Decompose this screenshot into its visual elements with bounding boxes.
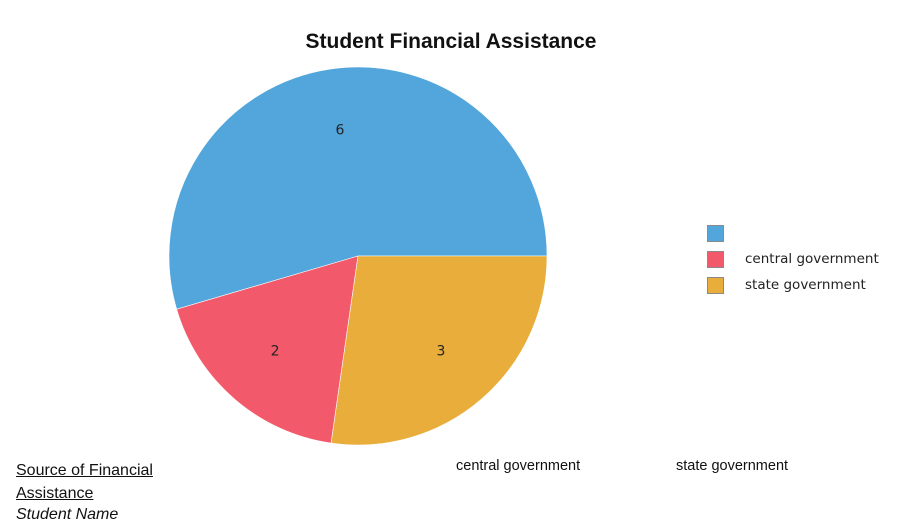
legend-swatch xyxy=(707,250,724,268)
legend-item: state government xyxy=(707,272,879,298)
slice-value-label: 6 xyxy=(336,123,345,139)
column-header-central: central government xyxy=(456,458,581,474)
pie-slice xyxy=(330,255,548,446)
slice-value-label: 3 xyxy=(436,344,445,360)
slice-value-label: 2 xyxy=(271,344,280,360)
pie-slice xyxy=(168,66,548,310)
student-name-label: Student Name xyxy=(16,506,119,523)
legend-swatch xyxy=(707,224,724,242)
column-header-state: state government xyxy=(676,458,789,474)
legend-label: state government xyxy=(745,277,866,293)
legend-item xyxy=(707,220,879,246)
legend-swatch xyxy=(707,276,724,294)
legend-label: central government xyxy=(745,251,879,267)
chart-title: Student Financial Assistance xyxy=(305,30,597,53)
legend-item: central government xyxy=(707,246,879,272)
pie-slice xyxy=(176,255,359,444)
chart-legend: central government state government xyxy=(707,220,879,298)
source-label: Source of Financial Assistance xyxy=(16,462,153,502)
